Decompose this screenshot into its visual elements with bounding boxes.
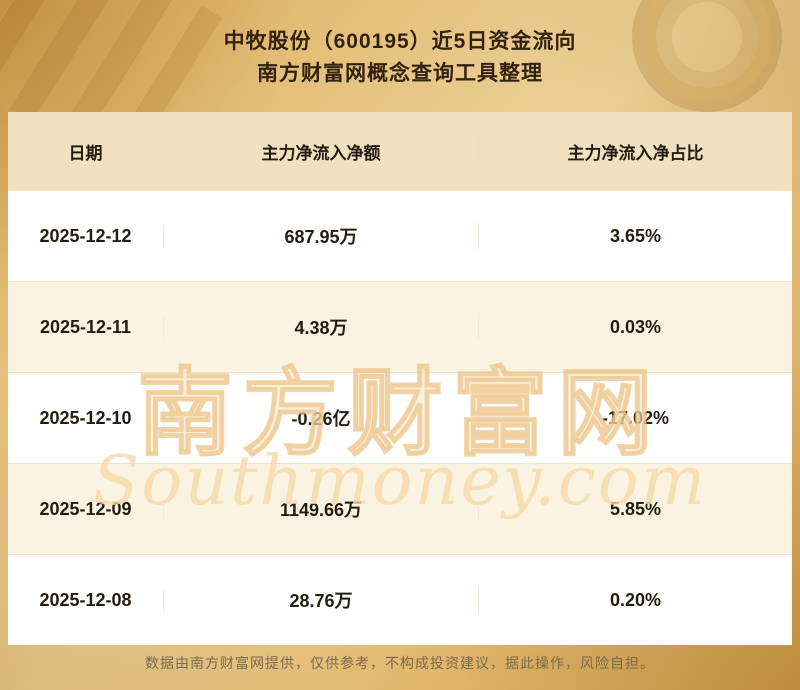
cell-net-inflow: 28.76万 xyxy=(164,587,479,613)
cell-date: 2025-12-10 xyxy=(8,407,164,429)
cell-date: 2025-12-11 xyxy=(8,316,164,338)
cell-date: 2025-12-12 xyxy=(8,225,164,247)
cell-ratio: 5.85% xyxy=(609,498,662,519)
cell-net-inflow: 4.38万 xyxy=(164,314,479,340)
table-row: 2025-12-11 4.38万 0.03% xyxy=(8,281,792,372)
cell-net-inflow: 687.95万 xyxy=(164,223,479,249)
table-header-row: 日期 主力净流入净额 主力净流入净占比 xyxy=(8,112,792,190)
table-row: 2025-12-09 1149.66万 5.85% xyxy=(8,463,792,554)
page-title: 中牧股份（600195）近5日资金流向 xyxy=(223,30,577,53)
table-row: 2025-12-10 -0.26亿 -17.02% xyxy=(8,372,792,463)
column-header-ratio: 主力净流入净占比 xyxy=(567,143,704,163)
disclaimer-text: 数据由南方财富网提供，仅供参考，不构成投资建议，据此操作，风险自担。 xyxy=(145,655,655,671)
cell-date: 2025-12-09 xyxy=(8,498,164,520)
cell-ratio: 0.03% xyxy=(609,316,662,337)
fund-flow-table: 日期 主力净流入净额 主力净流入净占比 2025-12-12 687.95万 3… xyxy=(8,112,792,645)
column-header-date: 日期 xyxy=(8,138,164,164)
table-row: 2025-12-12 687.95万 3.65% xyxy=(8,190,792,281)
cell-date: 2025-12-08 xyxy=(8,589,164,611)
cell-ratio: -17.02% xyxy=(601,407,670,428)
cell-ratio: 0.20% xyxy=(609,589,662,610)
table-row: 2025-12-08 28.76万 0.20% xyxy=(8,554,792,645)
column-header-net-inflow: 主力净流入净额 xyxy=(164,138,479,164)
cell-ratio: 3.65% xyxy=(609,225,662,246)
page-subtitle: 南方财富网概念查询工具整理 xyxy=(257,62,543,85)
clock-decoration xyxy=(632,0,782,112)
title-block: 中牧股份（600195）近5日资金流向 南方财富网概念查询工具整理 xyxy=(0,0,800,90)
cell-net-inflow: -0.26亿 xyxy=(164,405,479,431)
cell-net-inflow: 1149.66万 xyxy=(164,496,479,522)
